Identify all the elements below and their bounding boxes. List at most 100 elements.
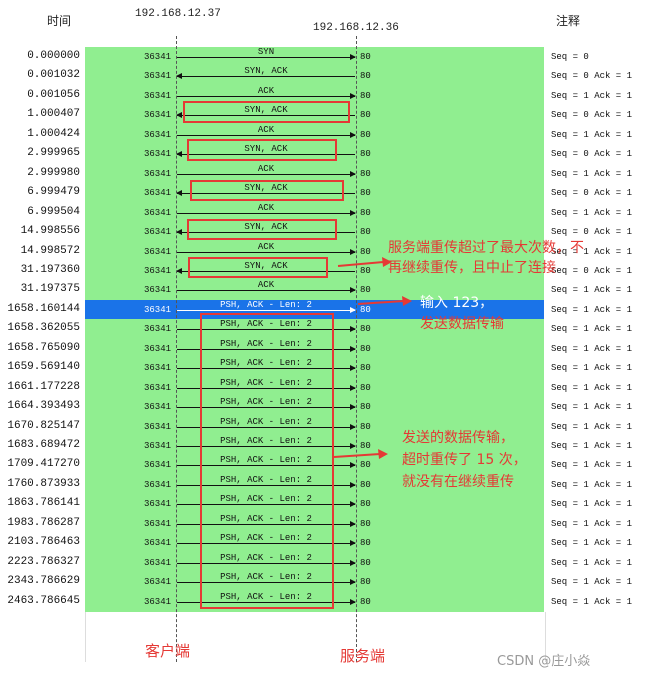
row-comment: Seq = 1 Ack = 1 [551,168,633,179]
row-time: 0.001056 [27,88,80,101]
server-ip-label: 192.168.12.36 [313,22,399,34]
flow-row[interactable]: 31.197375 36341 ACK 80 Seq = 1 Ack = 1 [0,280,649,299]
flow-row[interactable]: 1658.362055 36341 PSH, ACK - Len: 2 80 Seq =… [0,319,649,338]
flow-row[interactable]: 1664.393493 36341 PSH, ACK - Len: 2 80 Seq =… [0,397,649,416]
flow-row[interactable]: 0.000000 36341 SYN 80 Seq = 0 [0,47,649,66]
row-src-port: 36341 [144,304,172,315]
flow-row[interactable]: 1983.786287 36341 PSH, ACK - Len: 2 80 Seq =… [0,514,649,533]
arrow-right-icon [177,209,356,216]
flow-row[interactable]: 2463.786645 36341 PSH, ACK - Len: 2 80 Seq =… [0,592,649,611]
flow-row[interactable]: 1709.417270 36341 PSH, ACK - Len: 2 80 Seq =… [0,455,649,474]
row-comment: Seq = 1 Ack = 1 [551,363,633,374]
flow-row[interactable]: 14.998572 36341 ACK 80 Seq = 1 Ack = 1 [0,242,649,261]
row-packet-label: ACK [257,85,275,96]
row-time: 2103.786463 [7,536,80,549]
flow-row[interactable]: 2.999980 36341 ACK 80 Seq = 1 Ack = 1 [0,164,649,183]
row-src-port: 36341 [144,227,172,238]
flow-row[interactable]: 6.999504 36341 ACK 80 Seq = 1 Ack = 1 [0,203,649,222]
flow-row[interactable]: 1760.873933 36341 PSH, ACK - Len: 2 80 Seq =… [0,475,649,494]
client-lifeline [176,36,177,662]
row-comment: Seq = 0 Ack = 1 [551,71,633,82]
row-dst-port: 80 [360,265,371,276]
row-src-port: 36341 [144,460,172,471]
arrow-right-icon [177,287,356,294]
flow-row[interactable]: 1659.569140 36341 PSH, ACK - Len: 2 80 Seq =… [0,358,649,377]
arrow-right-icon [177,92,356,99]
row-time: 1658.362055 [7,322,80,335]
row-comment: Seq = 1 Ack = 1 [551,441,633,451]
arrow-right-icon [177,345,356,352]
row-dst-port: 80 [360,460,371,471]
flow-row[interactable]: 0.001032 36341 SYN, ACK 80 Seq = 0 Ack = 1 [0,66,649,85]
row-packet-label: SYN, ACK [244,105,288,116]
row-packet-label: SYN [257,47,275,57]
arrow-right-icon [177,501,356,508]
row-time: 1659.569140 [7,361,80,374]
arrow-left-icon [176,229,355,236]
row-dst-port: 80 [360,382,371,393]
row-dst-port: 80 [360,343,371,354]
row-src-port: 36341 [144,71,172,82]
row-src-port: 36341 [144,188,172,199]
input-note-line1: 输入 123， [420,295,494,311]
row-packet-label: PSH, ACK - Len: 2 [220,299,312,310]
client-retx-note-line1: 发送的数据传输， [402,430,514,446]
row-src-port: 36341 [144,441,172,451]
input-note-line2: 发送数据传输 [420,316,504,332]
row-dst-port: 80 [360,499,371,510]
row-packet-label: PSH, ACK - Len: 2 [220,397,312,408]
row-src-port: 36341 [144,90,172,101]
flow-row[interactable]: 1.000407 36341 SYN, ACK 80 Seq = 0 Ack = 1 [0,105,649,124]
arrow-right-icon [177,326,356,333]
flow-row[interactable]: 1683.689472 36341 PSH, ACK - Len: 2 80 Seq =… [0,436,649,455]
row-dst-port: 80 [360,110,371,121]
flow-row[interactable]: 14.998556 36341 SYN, ACK 80 Seq = 0 Ack = 1 [0,222,649,241]
flow-row[interactable]: 1658.765090 36341 PSH, ACK - Len: 2 80 Seq =… [0,339,649,358]
row-time: 1863.786141 [7,497,80,510]
flow-row[interactable]: 2223.786327 36341 PSH, ACK - Len: 2 80 Seq =… [0,553,649,572]
row-dst-port: 80 [360,129,371,140]
flow-row[interactable]: 1863.786141 36341 PSH, ACK - Len: 2 80 Seq =… [0,494,649,513]
row-comment: Seq = 0 Ack = 1 [551,227,633,238]
row-dst-port: 80 [360,363,371,374]
flow-graph-footer-area [85,612,546,662]
row-dst-port: 80 [360,538,371,549]
row-time: 0.000000 [27,50,80,62]
row-packet-label: PSH, ACK - Len: 2 [220,358,312,369]
row-time: 2463.786645 [7,594,80,607]
flow-row[interactable]: 6.999479 36341 SYN, ACK 80 Seq = 0 Ack = 1 [0,183,649,202]
server-retx-note-line2: 再继续重传，且中止了连接 [388,260,556,276]
server-lifeline [356,36,357,662]
flow-row[interactable]: 1661.177228 36341 PSH, ACK - Len: 2 80 Seq =… [0,378,649,397]
row-dst-port: 80 [360,518,371,529]
row-time: 1670.825147 [7,419,80,432]
row-src-port: 36341 [144,382,172,393]
server-retx-note-line1: 服务端重传超过了最大次数，不 [388,240,584,256]
highlight-box-synack-5 [188,257,328,278]
flow-row[interactable]: 1658.160144 36341 PSH, ACK - Len: 2 80 Seq =… [0,299,649,319]
row-time: 1760.873933 [7,477,80,490]
arrow-right-icon [177,248,356,255]
row-time: 1709.417270 [7,458,80,471]
flow-row[interactable]: 2103.786463 36341 PSH, ACK - Len: 2 80 Seq =… [0,533,649,552]
flow-row[interactable]: 2343.786629 36341 PSH, ACK - Len: 2 80 Seq =… [0,572,649,591]
row-src-port: 36341 [144,110,172,121]
row-src-port: 36341 [144,479,172,490]
flow-row[interactable]: 2.999965 36341 SYN, ACK 80 Seq = 0 Ack = 1 [0,144,649,163]
client-label: 客户端 [145,642,191,660]
row-time: 14.998572 [20,244,80,257]
flow-row[interactable]: 0.001056 36341 ACK 80 Seq = 1 Ack = 1 [0,86,649,105]
flow-row[interactable]: 1.000424 36341 ACK 80 Seq = 1 Ack = 1 [0,125,649,144]
highlight-box-synack-1 [183,101,350,123]
row-dst-port: 80 [360,207,371,218]
row-comment: Seq = 1 Ack = 1 [551,382,633,393]
row-packet-label: PSH, ACK - Len: 2 [220,494,312,505]
server-retx-arrow-icon [337,257,392,267]
flow-row[interactable]: 1670.825147 36341 PSH, ACK - Len: 2 80 Seq =… [0,417,649,436]
flow-row[interactable]: 31.197360 36341 SYN, ACK 80 Seq = 0 Ack = 1 [0,261,649,280]
row-dst-port: 80 [360,324,371,335]
row-src-port: 36341 [144,246,172,257]
row-src-port: 36341 [144,557,172,568]
row-packet-label: ACK [257,163,275,174]
row-time: 2343.786629 [7,575,80,588]
